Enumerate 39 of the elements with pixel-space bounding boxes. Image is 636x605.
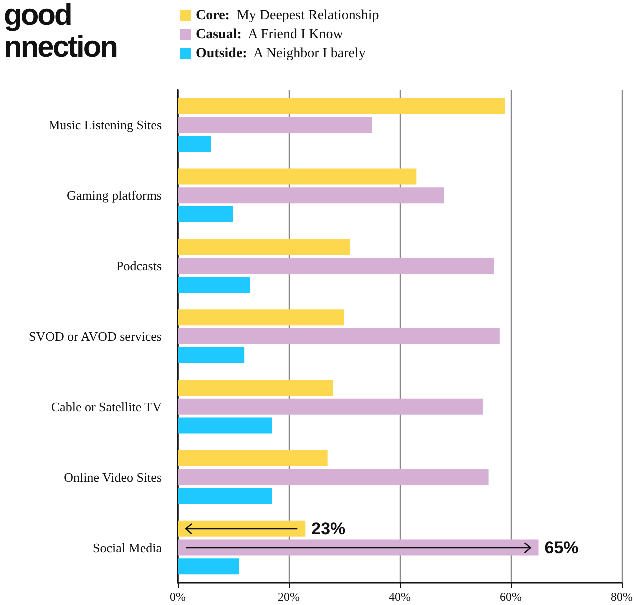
bar (178, 418, 272, 434)
x-tick-label: 60% (500, 590, 522, 604)
bar (178, 520, 306, 537)
bar (178, 168, 417, 185)
bar (178, 558, 240, 575)
bar (178, 380, 334, 396)
x-tick-label: 0% (170, 590, 186, 604)
bar (178, 398, 484, 415)
bar (178, 117, 372, 134)
legend-label: Core: My Deepest Relationship (196, 8, 380, 24)
legend-label: Outside: A Neighbor I barely (196, 46, 366, 62)
x-tick-label: 20% (278, 590, 300, 604)
y-tick-label: Cable or Satellite TV (51, 399, 163, 414)
bar (178, 488, 272, 504)
bar (178, 469, 489, 486)
bar (178, 98, 506, 114)
y-tick-label: Online Video Sites (64, 470, 162, 485)
bar (178, 347, 245, 364)
x-tick-label: 80% (611, 590, 633, 604)
bar (178, 239, 350, 256)
y-tick-label: Podcasts (116, 258, 162, 274)
bar (178, 310, 344, 326)
bar (178, 136, 212, 152)
x-tick-label: 40% (389, 590, 411, 604)
bar (178, 450, 328, 466)
legend-label: Casual: A Friend I Know (196, 28, 344, 42)
y-tick-label: Gaming platforms (67, 188, 162, 204)
bar (178, 206, 234, 223)
bar (178, 188, 444, 204)
y-tick-label: Social Media (93, 540, 162, 556)
chart-title: good nnection (4, 0, 117, 64)
y-tick-label: Music Listening Sites (48, 118, 162, 133)
bar (178, 540, 539, 556)
y-tick-label: SVOD or AVOD services (28, 329, 162, 344)
bar (178, 328, 500, 344)
data-label: 65% (544, 538, 579, 558)
bar (178, 276, 250, 293)
data-label: 23% (312, 519, 346, 538)
bar (178, 258, 494, 274)
